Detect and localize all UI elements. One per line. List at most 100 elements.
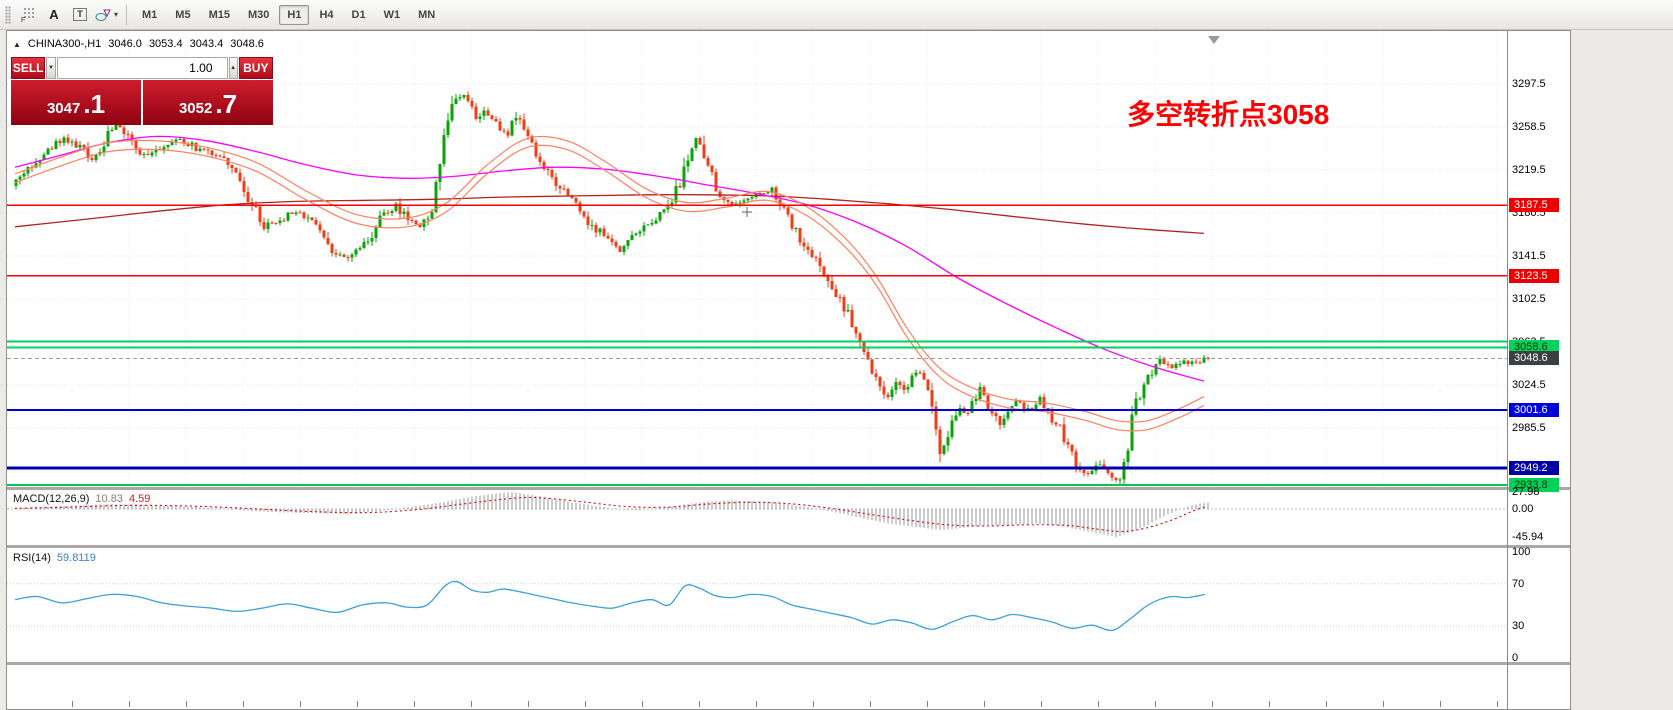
horizontal-lines-layer xyxy=(7,204,1507,486)
buy-price-pip: .7 xyxy=(215,89,238,119)
sell-price-display[interactable]: 3047 .1 xyxy=(11,80,141,125)
sell-price-main: 3047 xyxy=(46,100,81,117)
time-axis-tick xyxy=(1269,701,1270,707)
close-value: 3048.6 xyxy=(230,38,264,50)
axis-tick-label: -45.94 xyxy=(1512,531,1544,543)
macd-name: MACD(12,26,9) xyxy=(13,493,90,505)
time-axis-tick xyxy=(1212,701,1213,707)
dropdown-caret-icon: ▾ xyxy=(114,10,119,19)
time-axis-tick xyxy=(414,701,415,707)
candlestick-chart[interactable] xyxy=(7,31,1507,487)
up-arrow-icon: ▲ xyxy=(230,65,237,71)
timeframe-h1-button[interactable]: H1 xyxy=(279,4,310,25)
time-axis[interactable] xyxy=(7,665,1507,709)
time-axis-tick xyxy=(1383,701,1384,707)
buy-button[interactable]: BUY xyxy=(238,57,273,79)
axis-tick-label: 2985.5 xyxy=(1512,422,1546,434)
trade-controls-row: SELL ▼ ▲ BUY xyxy=(11,57,273,79)
time-axis-tick xyxy=(243,701,244,707)
macd-main-value: 10.83 xyxy=(95,493,123,505)
macd-indicator-panel[interactable] xyxy=(7,490,1507,545)
rsi-name: RSI(14) xyxy=(13,552,51,564)
grid-dots-icon: F xyxy=(21,7,34,23)
time-axis-tick xyxy=(585,701,586,707)
time-axis-tick xyxy=(1041,701,1042,707)
rsi-value: 59.8119 xyxy=(56,552,96,564)
panel-splitter[interactable] xyxy=(7,487,1570,490)
rsi-label: RSI(14) 59.8119 xyxy=(13,552,96,564)
axis-tick-label: 3258.5 xyxy=(1512,121,1546,133)
timeframe-h4-button[interactable]: H4 xyxy=(311,5,341,25)
timeframe-m30-button[interactable]: M30 xyxy=(240,5,277,25)
buy-price-main: 3052 xyxy=(178,100,213,117)
panel-splitter[interactable] xyxy=(7,545,1570,548)
time-axis-tick xyxy=(186,701,187,707)
price-tag: 2933.8 xyxy=(1509,478,1559,492)
ma-fast-pair xyxy=(14,144,1205,432)
sell-button[interactable]: SELL xyxy=(11,57,46,79)
axis-tick-label: 0 xyxy=(1512,652,1519,664)
price-tag: 3048.6 xyxy=(1509,351,1559,365)
buy-price-display[interactable]: 3052 .7 xyxy=(143,80,273,125)
ma-fast-pair xyxy=(14,135,1205,423)
grid-properties-tool[interactable]: F xyxy=(16,4,40,26)
shapes-tool[interactable]: ▾ xyxy=(94,4,119,26)
timeframe-w1-button[interactable]: W1 xyxy=(376,5,409,25)
time-axis-tick xyxy=(813,701,814,707)
symbol-timeframe-label: CHINA300-,H1 xyxy=(27,38,102,50)
axis-tick-label: 100 xyxy=(1512,546,1531,558)
macd-signal-value: 4.59 xyxy=(128,493,151,505)
chart-shift-marker xyxy=(1208,36,1220,44)
letter-a-icon: A xyxy=(49,7,59,22)
volume-increase-button[interactable]: ▲ xyxy=(228,57,238,79)
axis-tick-label: 3219.5 xyxy=(1512,164,1546,176)
time-axis-tick xyxy=(129,701,130,707)
time-axis-tick xyxy=(756,701,757,707)
axis-tick-label: 3141.5 xyxy=(1512,250,1546,262)
trade-prices-row: 3047 .1 3052 .7 xyxy=(11,80,273,125)
time-axis-tick xyxy=(1155,701,1156,707)
timeframe-d1-button[interactable]: D1 xyxy=(344,5,374,25)
timeframe-mn-button[interactable]: MN xyxy=(410,5,443,25)
price-tag: 2949.2 xyxy=(1509,461,1559,475)
axis-tick-label: 3024.5 xyxy=(1512,379,1546,391)
toolbar-separator xyxy=(126,4,128,25)
trade-panel-collapse-arrow[interactable]: ▲ xyxy=(13,39,21,49)
down-arrow-icon: ▼ xyxy=(47,65,54,71)
macd-label: MACD(12,26,9) 10.83 4.59 xyxy=(13,493,150,505)
axis-tick-label: 30 xyxy=(1512,620,1525,632)
chart-window[interactable]: 3297.53258.53219.53180.53141.53102.53063… xyxy=(6,30,1571,710)
toolbar: F A T ▾ M1 M5 M15 M30 H1 H4 D1 W1 MN xyxy=(0,0,1673,30)
boxed-t-icon: T xyxy=(73,8,87,21)
shapes-icon xyxy=(95,9,111,21)
volume-decrease-button[interactable]: ▼ xyxy=(46,57,56,79)
panel-splitter[interactable] xyxy=(7,662,1570,665)
text-box-tool[interactable]: T xyxy=(68,4,92,26)
time-axis-tick xyxy=(471,701,472,707)
rsi-line xyxy=(14,580,1206,632)
time-axis-tick xyxy=(1497,701,1498,707)
ma-mid xyxy=(14,135,1205,382)
high-value: 3053.4 xyxy=(148,38,183,50)
time-axis-tick xyxy=(1098,701,1099,707)
axis-tick-label: 70 xyxy=(1512,578,1525,590)
macd-signal-line xyxy=(14,496,1208,533)
sell-price-pip: .1 xyxy=(83,89,106,119)
chart-annotation[interactable]: 多空转折点3058 xyxy=(1127,99,1330,130)
time-axis-tick xyxy=(1326,701,1327,707)
toolbar-grip[interactable] xyxy=(5,5,11,24)
timeframe-m15-button[interactable]: M15 xyxy=(201,5,238,25)
timeframe-m1-button[interactable]: M1 xyxy=(134,5,165,25)
volume-input[interactable] xyxy=(56,57,228,79)
price-scale[interactable]: 3297.53258.53219.53180.53141.53102.53063… xyxy=(1507,31,1570,709)
rsi-indicator-panel[interactable] xyxy=(7,548,1507,662)
svg-text:F: F xyxy=(21,17,25,23)
timeframe-m5-button[interactable]: M5 xyxy=(167,5,198,25)
macd-histogram xyxy=(15,492,1209,537)
text-label-tool[interactable]: A xyxy=(42,4,66,26)
moving-averages-layer xyxy=(14,135,1205,432)
axis-tick-label: 3102.5 xyxy=(1512,293,1546,305)
time-axis-tick xyxy=(72,701,73,707)
price-tag: 3058.6 xyxy=(1509,340,1559,354)
time-axis-tick xyxy=(927,701,928,707)
